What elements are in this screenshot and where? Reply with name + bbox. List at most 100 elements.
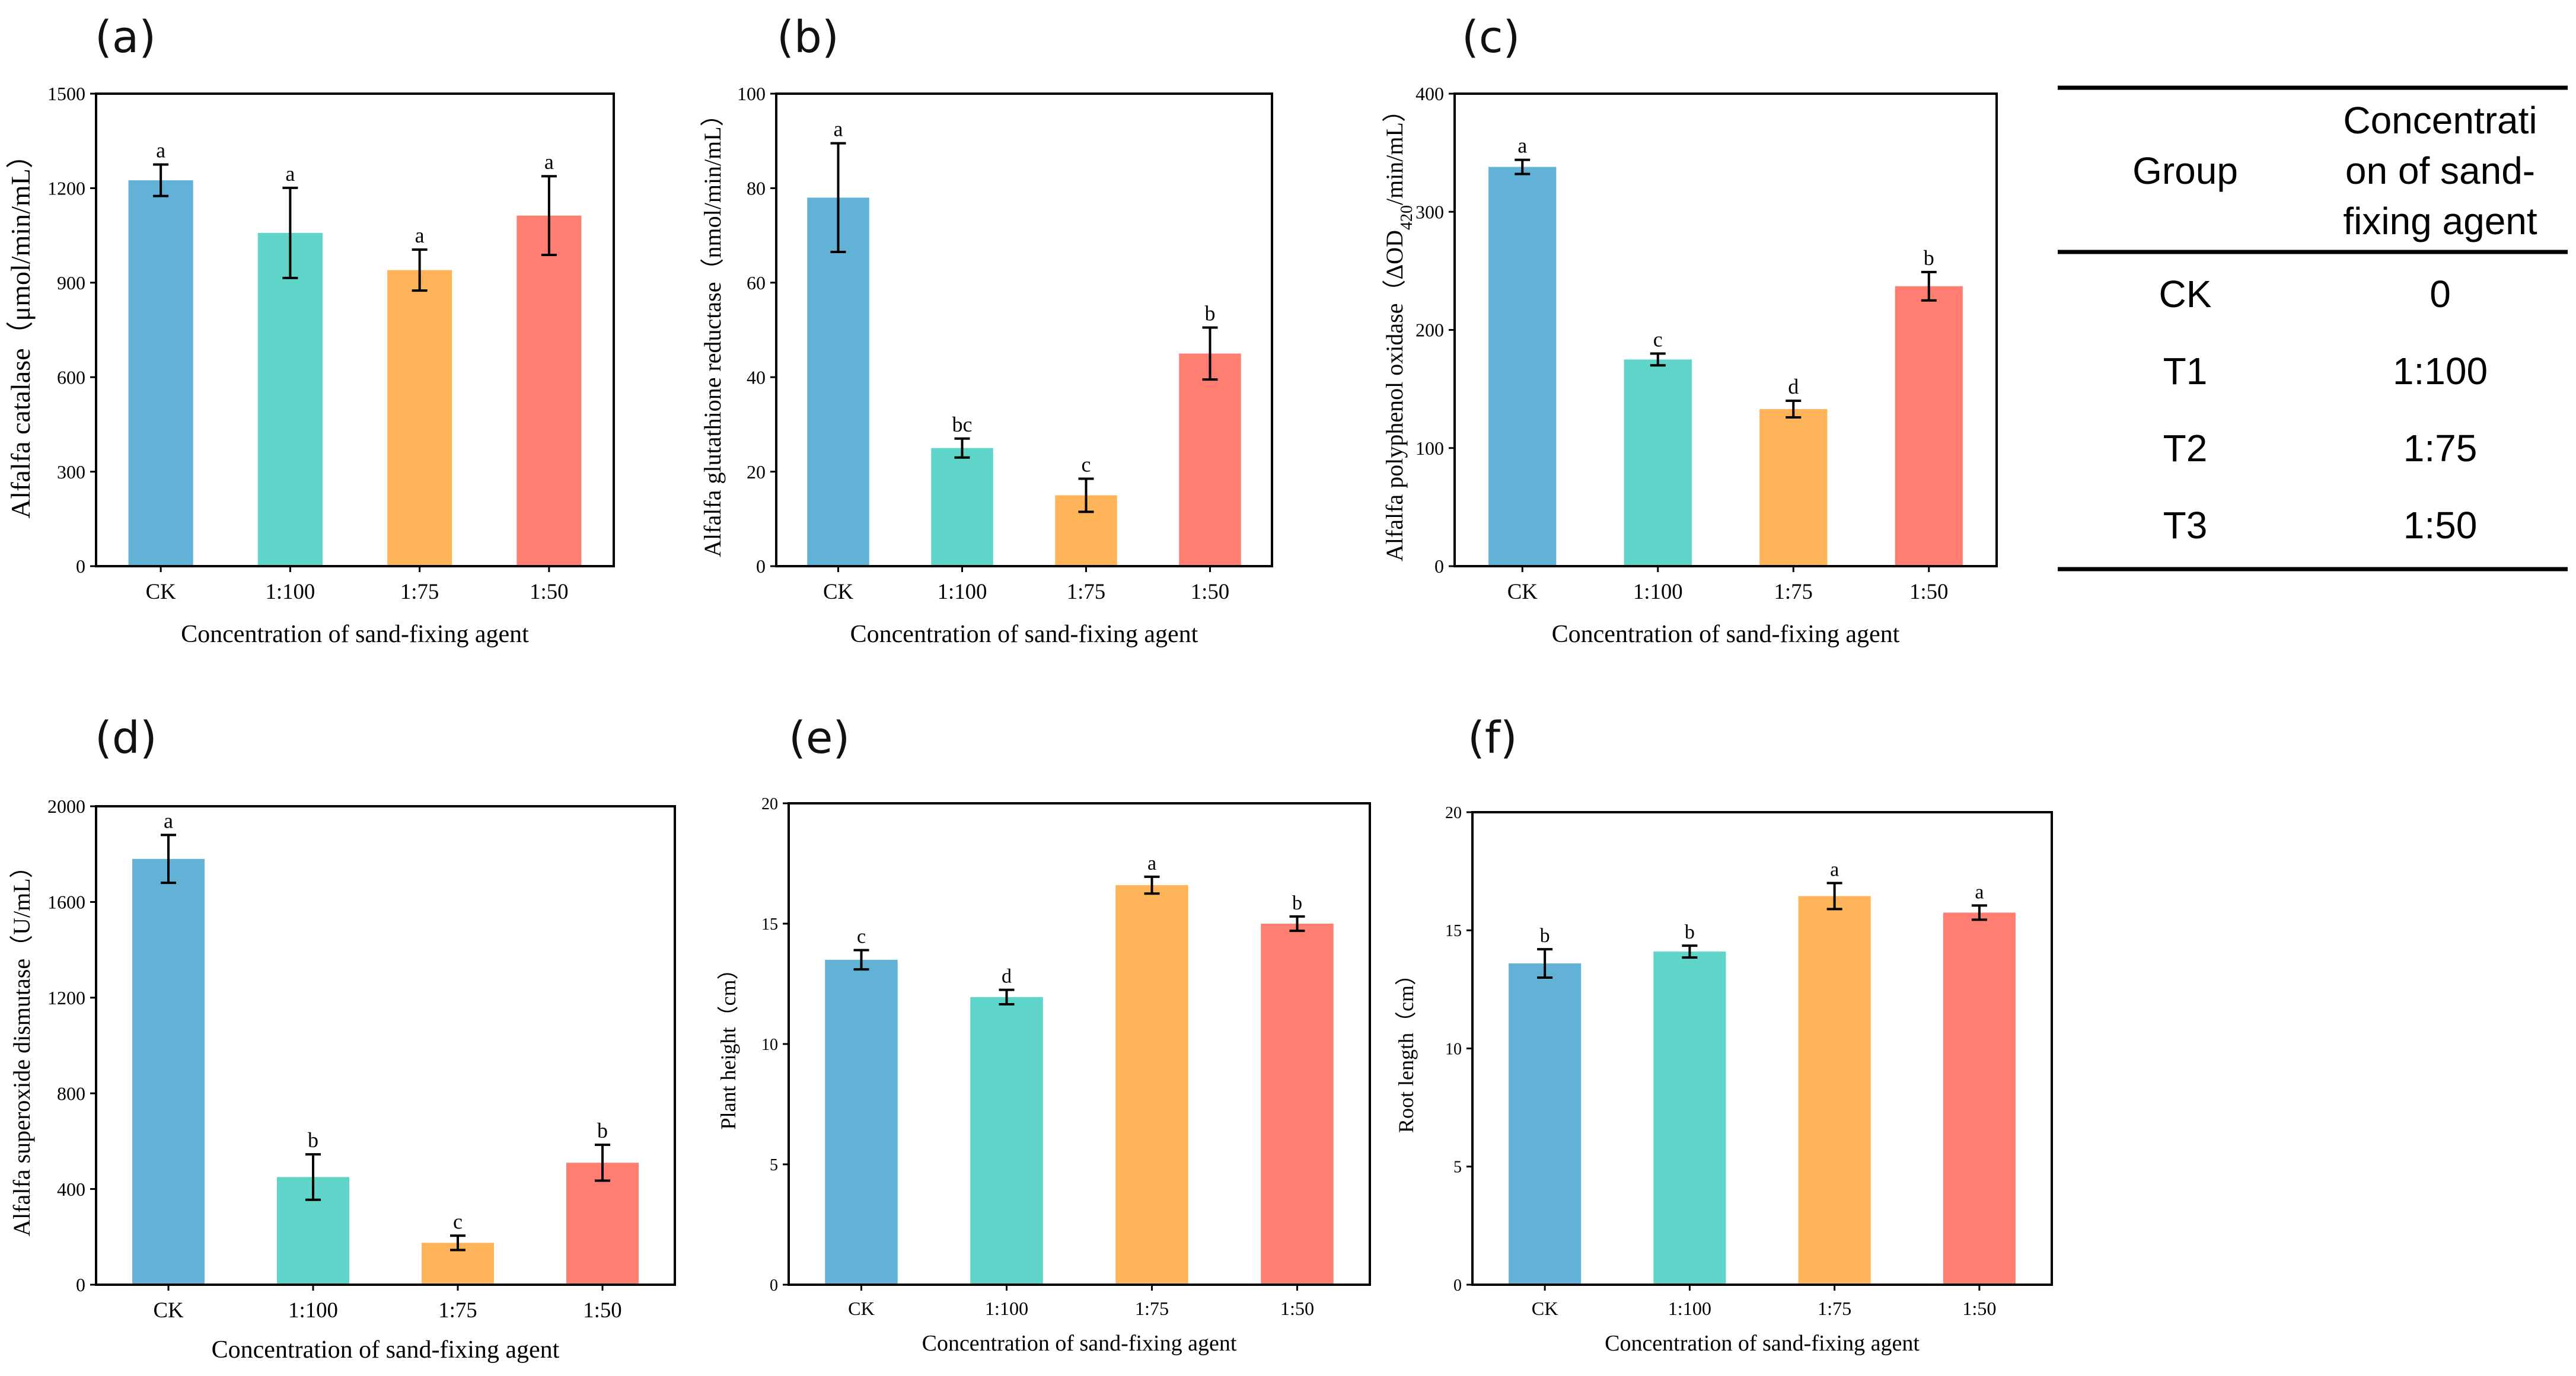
significance-label: a	[1975, 881, 1984, 903]
bar	[1488, 167, 1557, 566]
panel-label: (e)	[789, 713, 850, 764]
bar	[807, 197, 869, 567]
y-tick-label: 20	[1445, 804, 1462, 822]
bar	[128, 180, 193, 566]
significance-label: a	[156, 139, 165, 162]
x-tick-label: 1:100	[985, 1298, 1028, 1319]
bar	[517, 215, 582, 567]
significance-label: b	[1205, 302, 1216, 325]
chart-panel-6: (f) b CK b 1:100 a 1:75 a 1:50 0 5 10 15 20 Concentrat…	[1394, 713, 2053, 1356]
bar	[970, 997, 1043, 1285]
table-row-concentration: 1:50	[2403, 504, 2478, 547]
table-row-concentration: 1:75	[2403, 427, 2478, 470]
bar	[1798, 896, 1871, 1285]
bar	[1509, 963, 1582, 1285]
significance-label: b	[597, 1119, 608, 1142]
x-tick-label: 1:75	[1135, 1298, 1169, 1319]
y-tick-label: 400	[1415, 83, 1444, 104]
bar	[931, 448, 993, 566]
plot-frame	[788, 802, 1371, 1286]
table-header-concentration-line3: fixing agent	[2343, 200, 2537, 242]
significance-label: b	[1540, 925, 1550, 947]
significance-label: a	[1517, 134, 1527, 158]
bar	[257, 232, 323, 566]
significance-label: c	[453, 1209, 463, 1233]
y-tick-label: 0	[1453, 1276, 1462, 1295]
y-tick-label: 5	[770, 1156, 778, 1174]
x-tick-label: 1:50	[530, 579, 568, 604]
x-tick-label: CK	[146, 579, 177, 604]
table-header-group: Group	[2132, 149, 2238, 192]
y-tick-label: 200	[1415, 320, 1444, 341]
x-tick-label: 1:75	[438, 1298, 477, 1322]
x-tick-label: 1:75	[1818, 1298, 1851, 1319]
panel-label: (c)	[1462, 12, 1520, 63]
bar	[387, 270, 452, 566]
y-tick-label: 10	[761, 1036, 778, 1054]
significance-label: c	[1653, 327, 1663, 351]
group-table: Group Concentrati on of sand- fixing age…	[2058, 85, 2568, 572]
x-tick-label: 1:50	[1191, 579, 1229, 604]
plot-frame	[1453, 92, 1998, 567]
y-tick-label: 300	[1415, 201, 1444, 222]
y-tick-label: 60	[747, 272, 766, 293]
y-tick-label: 20	[761, 795, 778, 813]
y-tick-label: 5	[1453, 1158, 1462, 1177]
y-tick-label: 100	[1415, 438, 1444, 459]
x-axis-title: Concentration of sand-fixing agent	[181, 621, 529, 648]
plot-frame	[775, 92, 1273, 567]
significance-label: a	[285, 162, 295, 186]
y-axis-title: Alfalfa glutathione reductase（nmol/min/m…	[699, 103, 726, 557]
y-tick-label: 300	[57, 461, 85, 483]
x-tick-label: 1:75	[1774, 579, 1813, 604]
y-tick-label: 2000	[47, 796, 85, 817]
y-tick-label: 0	[76, 555, 85, 577]
table-header-concentration-line1: Concentrati	[2343, 99, 2537, 142]
y-tick-label: 0	[76, 1274, 85, 1295]
bar	[1653, 952, 1726, 1285]
chart-panel-4: (d) a CK b 1:100 c 1:75 b 1:50 0 400 800 1200 1600 200…	[8, 713, 676, 1364]
bar	[825, 959, 898, 1285]
table-row-group: T2	[2163, 427, 2208, 470]
y-axis-title: Alfalfa catalase（μmol/min/mL）	[5, 141, 36, 519]
table-row-group: T3	[2163, 504, 2208, 547]
significance-label: b	[1924, 246, 1934, 270]
significance-label: d	[1002, 966, 1012, 988]
y-tick-label: 15	[1445, 922, 1462, 940]
x-tick-label: 1:50	[1909, 579, 1948, 604]
y-tick-label: 15	[761, 915, 778, 934]
bar	[1895, 286, 1963, 566]
significance-label: c	[857, 926, 866, 948]
y-axis-title: Alfalfa polyphenol oxidase（ΔOD420/min/mL…	[1381, 98, 1416, 561]
bar	[1115, 885, 1188, 1285]
bar	[1759, 408, 1828, 566]
x-axis-title: Concentration of sand-fixing agent	[850, 621, 1198, 648]
y-tick-label: 1200	[47, 178, 85, 199]
x-tick-label: CK	[1507, 579, 1538, 604]
x-tick-label: 1:100	[1633, 579, 1683, 604]
chart-panel-2: (b) a CK bc 1:100 c 1:75 b 1:50 0 20 40 60 80 100 Conce…	[699, 12, 1273, 648]
table-row-group: CK	[2159, 273, 2212, 315]
significance-label: a	[834, 117, 843, 141]
x-axis-title: Concentration of sand-fixing agent	[212, 1336, 560, 1364]
panel-label: (b)	[777, 12, 839, 63]
panel-label: (f)	[1468, 713, 1517, 764]
table-row-concentration: 1:100	[2393, 350, 2488, 392]
x-tick-label: 1:50	[1280, 1298, 1314, 1319]
y-axis-title: Alfalfa superoxide dismutase（U/mL）	[8, 854, 35, 1236]
y-tick-label: 0	[756, 555, 766, 577]
significance-label: a	[164, 809, 173, 832]
panel-label: (a)	[95, 12, 156, 63]
x-axis-title: Concentration of sand-fixing agent	[1552, 621, 1900, 648]
x-tick-label: 1:50	[1962, 1298, 1996, 1319]
table-row-concentration: 0	[2430, 273, 2451, 315]
y-axis-title: Plant height（cm）	[716, 959, 740, 1130]
x-tick-label: CK	[153, 1298, 184, 1322]
x-tick-label: CK	[823, 579, 854, 604]
y-axis-title: Root length（cm）	[1394, 964, 1418, 1133]
x-tick-label: 1:100	[288, 1298, 338, 1322]
significance-label: b	[308, 1128, 318, 1152]
bar	[566, 1163, 639, 1285]
chart-panel-1: (a) a CK a 1:100 a 1:75 a 1:50 0 300 600 900 1200 1500…	[5, 12, 615, 648]
